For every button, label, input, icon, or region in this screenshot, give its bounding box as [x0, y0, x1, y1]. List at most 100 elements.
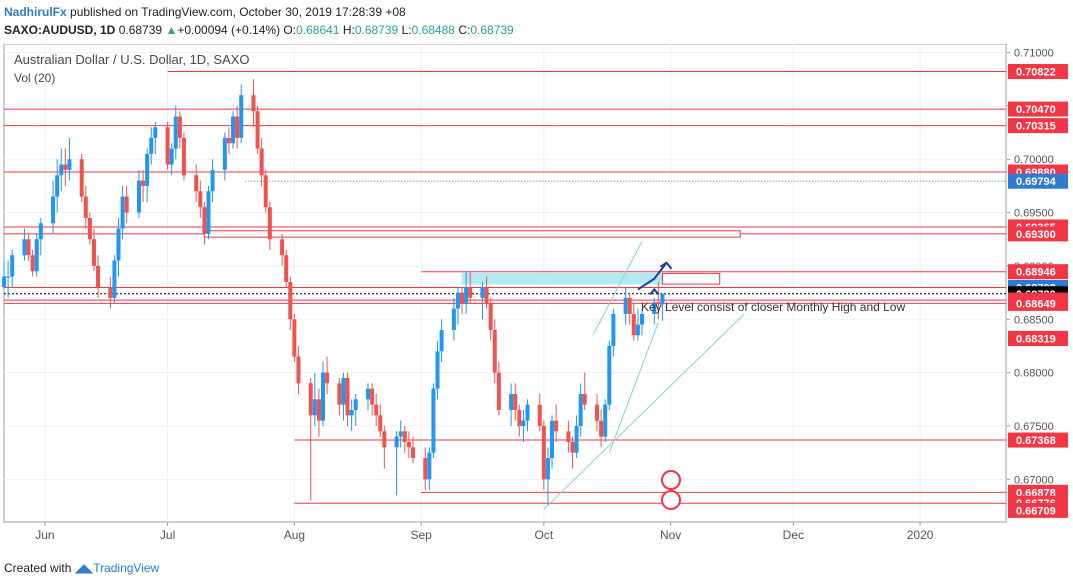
candle-body: [10, 255, 15, 277]
x-tick-label: Jun: [35, 528, 54, 542]
price-badge: [1008, 264, 1068, 280]
candle-body: [521, 420, 526, 426]
candle-body: [402, 431, 407, 442]
candle-body: [378, 415, 383, 432]
candle-body: [259, 148, 264, 176]
candle-body: [59, 164, 64, 176]
y-tick-label: 0.70000: [1014, 154, 1054, 166]
candle-body: [116, 228, 121, 261]
footer: Created with ◢◣TradingView: [4, 561, 159, 575]
y-tick-label: 0.68000: [1014, 368, 1054, 380]
x-tick-label: Sep: [410, 528, 432, 542]
candle-body: [280, 239, 285, 256]
zone-box: [203, 230, 741, 238]
candle-body: [496, 372, 501, 410]
candle-body: [345, 377, 350, 416]
zone-box: [461, 272, 663, 285]
low-label: L:: [401, 23, 412, 37]
price-chart[interactable]: 0.710000.705000.700000.695000.690000.685…: [0, 44, 1073, 554]
candle-body: [67, 159, 72, 170]
candle-body: [165, 127, 170, 165]
candle-body: [263, 175, 268, 208]
publish-info: NadhirulFx published on TradingView.com,…: [4, 5, 406, 19]
close-label: C:: [458, 23, 471, 37]
candle-body: [525, 404, 530, 421]
price-badge: [1008, 432, 1068, 448]
candle-body: [173, 116, 178, 149]
y-tick-label: 0.69500: [1014, 208, 1054, 220]
candle-body: [410, 447, 415, 458]
x-tick-label: Aug: [284, 528, 305, 542]
candle-body: [423, 457, 428, 480]
author-name[interactable]: NadhirulFx: [4, 5, 67, 19]
candle-body: [206, 191, 211, 234]
horizontal-levels: [4, 71, 1006, 504]
candle-body: [267, 207, 272, 240]
candle-body: [627, 297, 632, 314]
candle-body: [231, 116, 236, 144]
key-level-annotation: Key Level consist of closer Monthly High…: [641, 300, 905, 314]
y-tick-label: 0.67000: [1014, 474, 1054, 486]
candle-body: [599, 420, 604, 437]
candle-body: [370, 388, 375, 405]
price-badge-label: 0.70315: [1016, 121, 1056, 133]
candle-body: [83, 196, 88, 218]
price-badge: [1008, 173, 1068, 189]
price-badge: [1008, 502, 1068, 518]
candle-body: [153, 127, 158, 138]
candle-body: [141, 180, 146, 186]
candle-body: [374, 404, 379, 416]
candle-body: [603, 404, 608, 437]
candle-body: [635, 324, 640, 336]
candle-body: [51, 196, 56, 224]
last-price: 0.68739: [118, 23, 163, 37]
candle-body: [6, 276, 11, 278]
price-badge-label: 0.67368: [1016, 435, 1056, 447]
candle-body: [91, 239, 96, 266]
ohlc-info: SAXO:AUDUSD, 1D 0.68739 ▲+0.00094 (+0.14…: [4, 23, 514, 37]
price-badge: [1008, 118, 1068, 134]
candle-body: [30, 255, 35, 272]
open-label: O:: [283, 23, 297, 37]
candle-body: [194, 175, 199, 192]
tradingview-brand[interactable]: TradingView: [93, 561, 160, 575]
candle-body: [431, 388, 436, 453]
candle-body: [222, 137, 227, 170]
time-axis[interactable]: Jun Jul Aug Sep Oct Nov Dec 2020: [35, 522, 934, 542]
candle-body: [210, 169, 215, 192]
price-change: +0.00094 (+0.14%): [177, 23, 281, 37]
candle-body: [607, 345, 612, 405]
candle-body: [365, 388, 370, 400]
flag-icon: [661, 490, 681, 510]
candle-body: [566, 431, 571, 442]
price-badge-label: 0.69794: [1016, 176, 1057, 188]
candle-body: [394, 436, 399, 448]
candle-body: [177, 116, 182, 138]
candle-body: [34, 239, 39, 272]
candle-body: [149, 137, 154, 154]
candle-body: [108, 287, 113, 298]
tradingview-logo-icon[interactable]: ◢◣: [74, 561, 94, 575]
created-with-text: Created with: [4, 561, 72, 575]
candle-body: [382, 431, 387, 448]
candle-body: [112, 260, 117, 298]
up-triangle-icon: ▲: [165, 23, 178, 37]
chart-header: NadhirulFx published on TradingView.com,…: [0, 0, 1073, 44]
arrow-path: [637, 262, 668, 291]
price-badge-label: 0.70470: [1016, 104, 1056, 116]
candle-body: [623, 297, 628, 314]
price-badge: [1008, 226, 1068, 242]
candle-body: [574, 425, 579, 453]
candle-body: [468, 287, 473, 298]
candle-body: [660, 293, 665, 305]
candle-body: [124, 196, 129, 213]
candle-body: [513, 393, 518, 410]
candle-body: [226, 137, 231, 144]
candle-body: [488, 303, 493, 330]
indicator-label: Vol (20): [14, 71, 55, 85]
candle-body: [406, 441, 411, 448]
candle-body: [652, 302, 657, 314]
price-badge-label: 0.66709: [1016, 505, 1056, 517]
candle-body: [640, 313, 645, 325]
candle-body: [517, 409, 522, 426]
